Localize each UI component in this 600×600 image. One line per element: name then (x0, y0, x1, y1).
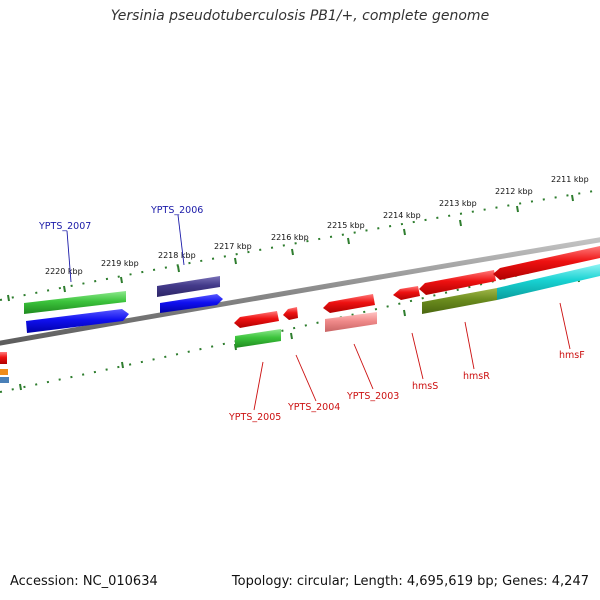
kbp-label-2211: 2211 kbp (551, 175, 589, 184)
gene-ypts-2003-feature[interactable] (323, 294, 375, 313)
kbp-label-2218: 2218 kbp (158, 251, 196, 260)
accession-text: Accession: NC_010634 (10, 574, 158, 589)
kbp-label-2212: 2212 kbp (495, 187, 533, 196)
kbp-label-2219: 2219 kbp (101, 259, 139, 268)
gene-cyan-feature[interactable] (497, 264, 600, 300)
gene-olive-feature[interactable] (422, 288, 497, 314)
outer-tick-ring (0, 189, 600, 301)
label-leader-lines (66, 214, 571, 411)
gene-left-edge-orange[interactable] (0, 369, 8, 375)
gene-label-hmss[interactable]: hmsS (412, 381, 438, 392)
gene-label-hmsf[interactable]: hmsF (559, 350, 585, 361)
gene-label-hmsr[interactable]: hmsR (463, 371, 490, 382)
gene-blue-feature-2[interactable] (160, 294, 223, 313)
gene-left-edge-red[interactable] (0, 352, 7, 364)
kbp-label-2214: 2214 kbp (383, 211, 421, 220)
gene-label-ypts-2003[interactable]: YPTS_2003 (346, 391, 399, 402)
gene-ypts-2006-feature[interactable] (157, 276, 220, 297)
gene-ypts-2007-feature[interactable] (24, 291, 126, 314)
map-title: Yersinia pseudotuberculosis PB1/+, compl… (110, 8, 490, 24)
gene-ypts-2005-feature[interactable] (234, 311, 279, 328)
gene-label-ypts-2004[interactable]: YPTS_2004 (287, 402, 340, 413)
kbp-label-2215: 2215 kbp (327, 221, 365, 230)
kbp-label-2213: 2213 kbp (439, 199, 477, 208)
gene-green-feature-2[interactable] (235, 329, 281, 348)
gene-label-ypts-2005[interactable]: YPTS_2005 (228, 412, 281, 423)
gene-label-ypts-2006[interactable]: YPTS_2006 (150, 205, 203, 216)
gene-pink-feature[interactable] (325, 312, 377, 332)
gene-blue-feature-1[interactable] (26, 309, 129, 333)
topology-text: Topology: circular; Length: 4,695,619 bp… (231, 574, 589, 589)
genome-backbone (0, 237, 600, 346)
gene-left-edge-steel[interactable] (0, 377, 9, 383)
gene-hmss-feature[interactable] (393, 286, 420, 300)
outer-major-ticks (7, 194, 574, 302)
gene-ypts-2004-feature[interactable] (283, 307, 298, 320)
gene-label-ypts-2007[interactable]: YPTS_2007 (38, 221, 91, 232)
gene-hmsf-feature[interactable] (493, 246, 600, 280)
kbp-label-2220: 2220 kbp (45, 267, 83, 276)
kbp-label-2217: 2217 kbp (214, 242, 252, 251)
kbp-label-2216: 2216 kbp (271, 233, 309, 242)
gene-hmsr-feature[interactable] (419, 270, 496, 295)
